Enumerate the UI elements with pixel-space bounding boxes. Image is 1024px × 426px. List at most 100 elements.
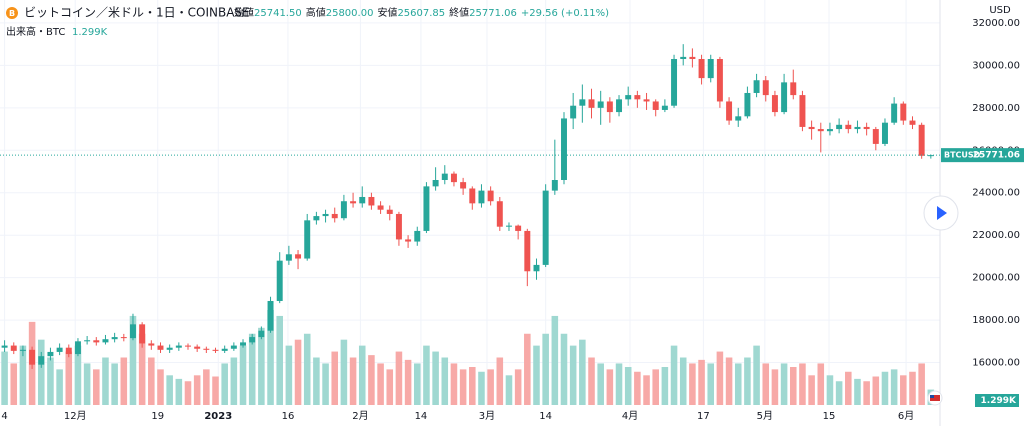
candle-body [38, 356, 45, 365]
candle-body [460, 182, 467, 189]
candle-body [304, 220, 311, 259]
candle-body [505, 225, 512, 227]
candle-body [606, 101, 613, 113]
candle-body [826, 129, 833, 132]
volume-bar [368, 355, 375, 405]
volume-bar [267, 310, 274, 405]
play-icon[interactable] [937, 206, 947, 220]
volume-bar [533, 345, 540, 405]
candle-body [487, 190, 494, 202]
volume-bar [689, 363, 696, 405]
volume-bar [203, 369, 210, 405]
volume-bar [909, 371, 916, 405]
volume-bar [258, 327, 265, 405]
candle-body [762, 80, 769, 96]
volume-bar [395, 351, 403, 405]
volume-bar [634, 371, 641, 405]
candle-body [643, 99, 650, 102]
candle-body [340, 201, 347, 219]
candle-body [65, 347, 72, 355]
volume-bar [845, 371, 852, 405]
coin-icon [6, 7, 18, 19]
volume-bar [193, 375, 201, 405]
candle-body [423, 186, 430, 231]
candle-body [570, 105, 577, 119]
candle-body [276, 260, 283, 301]
y-tick-label: 16000.00 [972, 358, 1020, 369]
volume-bar [212, 376, 219, 405]
volume-bar [881, 371, 889, 405]
volume-bar [597, 363, 604, 405]
x-tick-label: 4月 [622, 410, 638, 422]
candle-body [230, 345, 237, 349]
x-tick-label: 16 [282, 411, 295, 422]
candle-body [249, 337, 256, 343]
play-button[interactable] [923, 195, 959, 231]
volume-bar [184, 381, 192, 405]
volume-bar [643, 375, 650, 405]
candle-body [157, 345, 164, 350]
candle-body [515, 225, 522, 231]
x-tick-label: 4 [1, 411, 7, 422]
volume-bar [138, 333, 146, 405]
candle-body [19, 349, 26, 351]
volume-bar [285, 345, 293, 405]
x-tick-label: 2月 [352, 410, 368, 422]
candle-body [496, 201, 503, 227]
volume-bar [129, 315, 137, 405]
y-tick-label: 20000.00 [972, 273, 1020, 284]
candle-body [386, 209, 393, 214]
candle-body [891, 103, 898, 123]
volume-bar [734, 363, 742, 405]
volume-bar [83, 363, 91, 405]
candle-body [671, 59, 678, 106]
candle-body [478, 190, 485, 204]
ohlc-label: 終値 [449, 6, 469, 19]
candle-body [258, 330, 265, 338]
volume-bar [74, 345, 82, 405]
volume-bar [854, 378, 861, 405]
x-tick-label: 14 [415, 411, 428, 422]
volume-bar [230, 357, 238, 405]
volume-bar [404, 359, 412, 405]
candle-body [166, 347, 173, 350]
candle-body [432, 180, 439, 187]
candle-body [47, 351, 54, 357]
candle-body [111, 337, 118, 340]
volume-bar [542, 333, 549, 405]
volume-bar [313, 357, 320, 405]
volume-bar [1, 351, 8, 405]
candle-body [414, 230, 421, 242]
price-tag [941, 148, 1024, 163]
ohlc-label: 高値 [306, 6, 326, 19]
x-tick-label: 14 [539, 411, 552, 422]
candle-body [524, 230, 531, 272]
volume-bar [248, 333, 256, 405]
volume-bar [872, 376, 880, 405]
candle-body [881, 122, 888, 144]
candle-body [267, 300, 274, 331]
volume-bar [725, 357, 733, 405]
volume-bar [322, 363, 329, 405]
volume-bar [166, 375, 173, 405]
volume-bar [120, 357, 128, 405]
ohlc-value: 25607.85 [397, 8, 445, 19]
candle-body [74, 341, 81, 355]
candle-body [790, 82, 797, 96]
volume-bar [863, 381, 870, 405]
candle-body [185, 345, 191, 347]
candle-body [322, 213, 329, 217]
ohlc-label: 安値 [377, 6, 397, 19]
y-axis-label: USD [989, 5, 1011, 16]
volume-bar [560, 333, 568, 405]
candle-body [634, 95, 641, 100]
candle-body [203, 348, 210, 350]
candle-body [836, 124, 843, 130]
volume-bar [579, 339, 586, 405]
candle-body [854, 126, 861, 130]
volume-bar [294, 339, 302, 405]
y-tick-label: 30000.00 [972, 60, 1020, 71]
x-tick-label: 6月 [898, 410, 914, 422]
